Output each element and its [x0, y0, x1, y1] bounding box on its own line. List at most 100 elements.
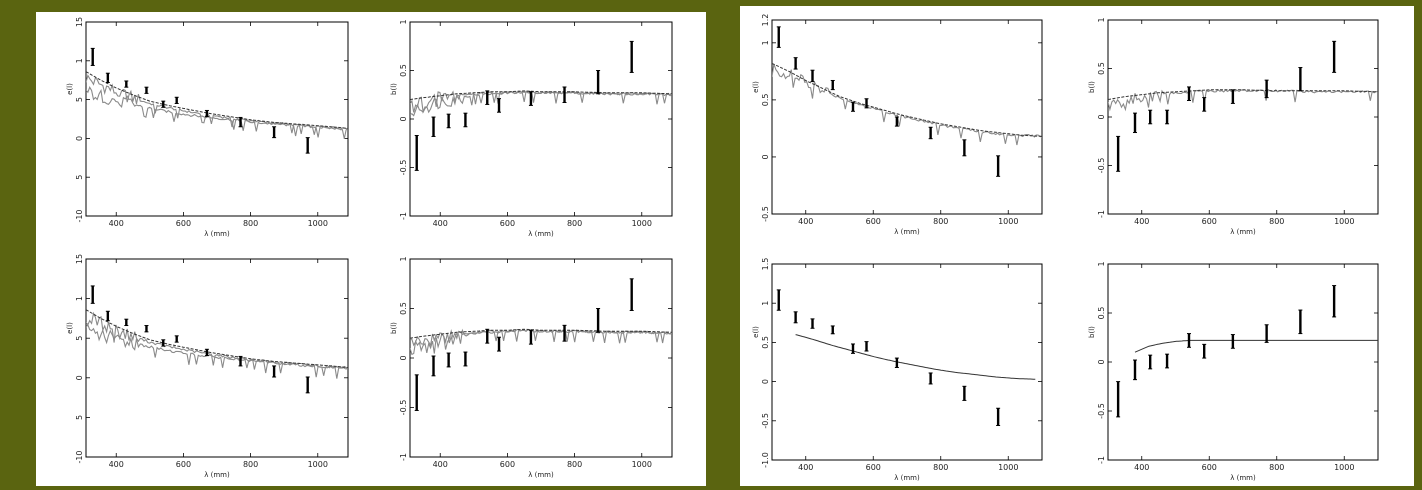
errorbar-9: [629, 278, 634, 311]
chart-left-top-right: 400 600 800 1000 -1 -0.5 0 0.5 1 λ (mm) b(l): [390, 19, 673, 238]
errorbar-0: [1116, 381, 1121, 418]
errorbar-4: [1187, 333, 1191, 348]
errorbar-0: [90, 285, 95, 304]
errorbar-0: [414, 374, 419, 411]
errorbar-1: [793, 57, 798, 70]
plot-frame: [85, 258, 349, 458]
errorbar-7: [562, 86, 567, 104]
y-tick-label: 1: [761, 301, 770, 306]
errorbar-9: [305, 137, 310, 154]
errorbar-8: [272, 365, 277, 378]
chart-left-bottom-right: 400 600 800 1000 -1 -0.5 0 0.5 1 λ (mm) b(l): [390, 256, 673, 479]
y-tick-label: -10: [75, 450, 84, 463]
y-tick-label: 1: [399, 19, 408, 24]
left-figure-panel: [36, 12, 706, 486]
plot-area: [776, 289, 1036, 427]
chart-right-bottom-right: 400 600 800 1000 -1 -0.5 0 0.5 1 λ (mm) b(l): [1088, 261, 1379, 482]
y-tick-label: 0: [761, 379, 770, 384]
x-tick-label: 800: [243, 219, 258, 228]
series-line-2: [86, 309, 348, 368]
errorbar-1: [793, 311, 798, 324]
errorbar-0: [414, 134, 419, 171]
x-tick-label: 600: [176, 219, 191, 228]
errorbar-0: [90, 47, 95, 66]
errorbar-3: [463, 112, 468, 128]
y-tick-label: 1: [75, 296, 84, 301]
x-axis-label: λ (mm): [204, 471, 230, 479]
y-tick-label: -1: [399, 453, 408, 461]
errorbar-3: [144, 86, 149, 94]
errorbar-7: [238, 116, 243, 128]
errorbar-3: [463, 351, 468, 367]
plot-frame: [1107, 19, 1379, 215]
y-tick-label: 0.5: [399, 302, 408, 315]
x-tick-label: 1000: [1334, 463, 1354, 472]
x-tick-label: 600: [176, 460, 191, 469]
y-axis-label: b(l): [390, 83, 398, 95]
plot-area: [410, 278, 672, 411]
errorbar-7: [238, 355, 243, 367]
chart-right-bottom-left: 400 600 800 1000 -1.0 -0.5 0 0.5 1 1.5 λ (mm) e(l): [752, 258, 1043, 482]
errorbar-9: [996, 155, 1001, 177]
series-line-2: [410, 90, 672, 101]
y-tick-label: 1.5: [761, 258, 770, 271]
y-tick-label: -0.5: [761, 413, 770, 429]
errorbar-2: [1148, 109, 1153, 125]
chart-right-top-right: 400 600 800 1000 -1 -0.5 0 0.5 1 λ (mm) b(l): [1088, 17, 1379, 236]
y-axis-label: e(l): [752, 81, 760, 93]
x-tick-label: 1000: [998, 463, 1018, 472]
x-tick-label: 400: [1134, 463, 1149, 472]
y-tick-label: 15: [75, 17, 84, 27]
series-line-0: [410, 328, 672, 356]
errorbar-4: [485, 328, 490, 344]
errorbar-4: [1187, 86, 1191, 102]
errorbar-3: [144, 325, 149, 333]
errorbar-8: [272, 126, 277, 139]
x-tick-label: 800: [1269, 463, 1284, 472]
plot-frame: [771, 19, 1043, 215]
errorbar-6: [528, 329, 533, 345]
x-tick-label: 600: [500, 219, 515, 228]
x-tick-label: 800: [933, 463, 948, 472]
series-line-1: [772, 62, 1042, 137]
errorbar-8: [596, 308, 601, 333]
x-tick-label: 400: [798, 463, 813, 472]
y-tick-label: -0.5: [399, 400, 408, 416]
errorbar-6: [1230, 89, 1235, 104]
y-tick-label: -0.5: [399, 160, 408, 176]
series-line-1: [410, 90, 672, 114]
x-tick-label: 800: [567, 460, 582, 469]
errorbar-0: [1116, 135, 1121, 172]
y-tick-label: 0: [1097, 114, 1106, 119]
y-axis-label: e(l): [752, 326, 760, 338]
errorbar-1: [105, 72, 110, 84]
y-tick-label: -0.5: [1097, 403, 1106, 419]
x-tick-label: 1000: [308, 219, 328, 228]
y-tick-label: -10: [75, 209, 84, 222]
y-tick-label: 5: [75, 415, 84, 420]
errorbar-7: [928, 372, 933, 385]
y-tick-label: 5: [75, 175, 84, 180]
y-tick-label: 0: [75, 136, 84, 141]
series-line-1: [1108, 89, 1378, 100]
plot-area: [86, 285, 348, 394]
x-tick-label: 400: [1134, 217, 1149, 226]
y-tick-label: 1: [399, 256, 408, 261]
y-tick-label: 1: [761, 40, 770, 45]
y-tick-label: -1.0: [761, 452, 770, 468]
right-figure-panel: [740, 6, 1414, 486]
errorbar-9: [305, 376, 310, 394]
errorbar-9: [1332, 285, 1337, 318]
y-tick-label: 0.5: [399, 64, 408, 77]
errorbar-4: [161, 100, 166, 108]
x-tick-label: 600: [500, 460, 515, 469]
y-tick-label: 5: [75, 97, 84, 102]
y-axis-label: e(l): [66, 83, 74, 95]
y-tick-label: -1: [1097, 456, 1106, 464]
series-line-0: [1108, 88, 1378, 112]
errorbar-5: [864, 98, 869, 109]
errorbar-2: [124, 318, 129, 327]
errorbar-4: [161, 339, 166, 347]
x-axis-label: λ (mm): [204, 230, 230, 238]
y-tick-label: 0.5: [1097, 62, 1106, 75]
